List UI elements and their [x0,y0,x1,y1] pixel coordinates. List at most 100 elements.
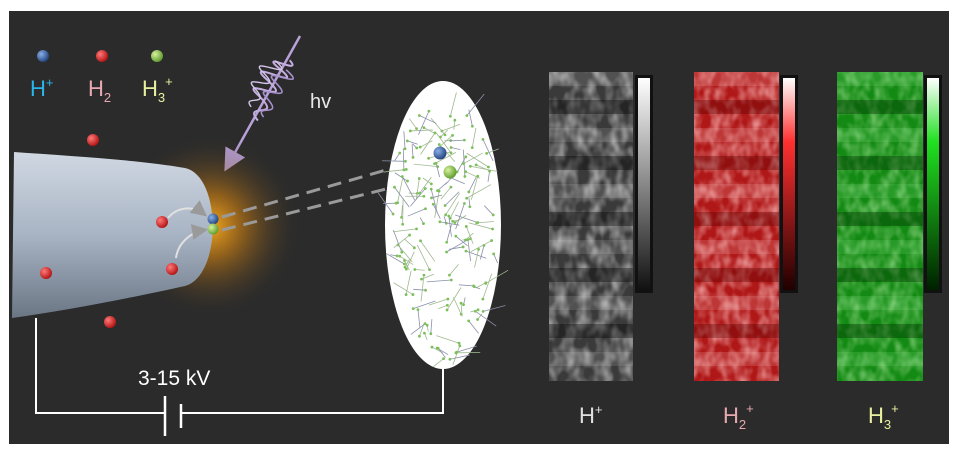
detector-hit [400,250,404,254]
detector-track [403,131,406,149]
detector-hit [443,133,447,137]
detector-hit [464,170,468,174]
detector-hit [462,303,465,307]
detector-track [392,229,403,253]
detector-track [393,282,414,295]
detector-track [402,148,405,170]
detector-hit [398,151,402,155]
detector-hit [400,215,403,219]
detector-hit [445,308,449,312]
detector-track [420,132,436,155]
adsorption-arrow [175,224,208,259]
detector-hit [472,285,476,289]
detector-hit [404,168,408,171]
detector-hit [468,205,472,209]
detector-track [432,204,441,219]
detector-track [440,186,452,200]
voltage-circuit [35,318,444,436]
detector-track [454,215,467,223]
detector-hit [488,169,491,173]
detector-track [484,205,494,216]
detector-hit [423,187,427,190]
detector-hit [467,190,471,194]
detector-hit [400,175,404,178]
detector-hit [445,250,448,254]
map-band [549,212,633,226]
detector-hit [415,227,418,231]
detector-hit [444,213,448,217]
detector-track [475,310,497,327]
detector-hit [491,227,494,231]
detector-track [420,275,425,302]
detector-hit [402,262,406,266]
detector-hit [481,297,485,301]
detector-hit [468,164,472,168]
detector-hit [474,163,478,167]
detector-hit [449,151,453,155]
ion-trajectory-h-plus [221,155,420,219]
adsorption-arrow [167,200,208,219]
map-band [837,296,923,310]
map-band [694,296,779,310]
detector-hit [442,357,445,361]
detector-track [468,222,493,230]
map-band [549,352,633,366]
detector-hit [420,277,423,281]
detector-hit [406,179,409,183]
map-label-h2-plus: H2+ [723,401,754,432]
detector-track [480,245,485,260]
detector-hit [436,189,439,193]
h2-molecule [104,316,116,328]
map-band [837,212,923,226]
laser-label: hv [310,91,331,113]
detector-track [439,221,460,226]
detector-track [428,298,449,306]
detector-track [470,165,498,172]
detector-hit [422,273,426,277]
detector-hit [451,219,454,223]
detector-track [434,152,457,165]
colorbar-red [783,78,795,290]
detector-track [410,323,426,335]
map-h2-plus [694,72,798,381]
detector-hit [477,247,480,251]
detector-hit [412,246,416,250]
detector-track [399,255,414,265]
detector-hit [448,273,451,277]
legend-label-h-plus: H+ [30,75,53,101]
detector-track [422,177,432,185]
map-band [837,268,923,282]
detector-hit [491,213,495,217]
detector-hit [436,346,440,350]
detector-hit [443,204,447,207]
detector-hit [466,238,470,242]
h2-molecule [40,267,52,279]
detector-track [449,177,465,185]
detector-hit [429,182,433,186]
detector-hit [465,196,469,200]
detector-hit [470,124,474,128]
detector-hit [481,309,485,313]
h3-plus-ion [207,223,219,235]
detector-h3-plus-hit [443,165,457,179]
detector-track [414,269,425,271]
detector-track [470,176,479,200]
detector-track [404,258,411,268]
detector-hit [431,202,435,206]
map-band [549,296,633,310]
detector-hit [464,225,468,228]
detector-hit [428,268,431,272]
detector-track [466,184,492,199]
detector-hit [408,233,411,237]
detector-hit [448,216,452,220]
voltage-label: 3-15 kV [138,367,210,390]
detector-track [474,249,479,268]
detector-track [408,118,417,129]
map-band [694,100,779,114]
detector-hit [404,293,408,297]
map-band [694,268,779,282]
detector-track [448,215,452,237]
map-band [837,128,923,142]
detector-track [446,224,452,243]
detector-track [437,182,448,191]
